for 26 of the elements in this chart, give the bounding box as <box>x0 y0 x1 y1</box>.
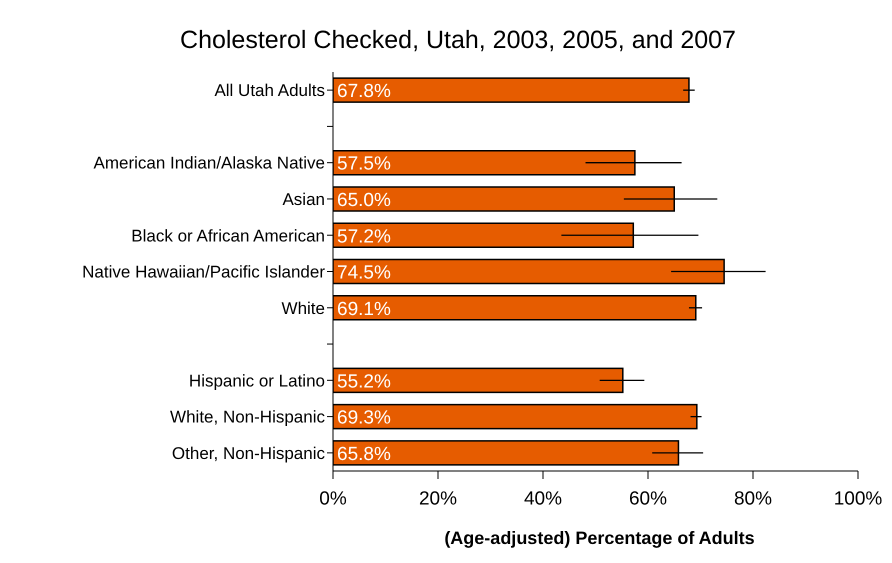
y-tick-label: Native Hawaiian/Pacific Islander <box>82 262 326 282</box>
data-label: 67.8% <box>337 81 391 102</box>
data-label: 69.3% <box>337 408 391 429</box>
data-label: 65.0% <box>337 190 391 211</box>
y-tick-label: White <box>282 298 325 318</box>
x-tick-label: 60% <box>628 488 668 510</box>
y-tick-label: Black or African American <box>131 226 325 246</box>
x-tick-label: 0% <box>319 488 347 510</box>
y-tick-label: Asian <box>282 190 325 209</box>
data-label: 65.8% <box>337 444 391 465</box>
y-tick-label: All Utah Adults <box>214 81 325 100</box>
y-tick-label: White, Non-Hispanic <box>170 408 326 427</box>
x-tick-label: 20% <box>418 488 458 510</box>
data-label: 57.2% <box>337 226 391 248</box>
chart-title: Cholesterol Checked, Utah, 2003, 2005, and 2007 <box>179 26 737 55</box>
x-tick-label: 40% <box>524 488 562 510</box>
data-label: 55.2% <box>337 371 391 392</box>
data-label: 57.5% <box>337 154 391 175</box>
x-tick-label: 80% <box>734 488 772 510</box>
x-tick-label: 100% <box>834 488 882 510</box>
x-axis-title: (Age-adjusted) Percentage of Adults <box>443 528 756 549</box>
y-tick-label: American Indian/Alaska Native <box>93 154 325 173</box>
y-tick-label: Other, Non-Hispanic <box>172 444 326 463</box>
data-label: 74.5% <box>337 262 391 284</box>
y-tick-label: Hispanic or Latino <box>188 371 325 390</box>
data-label: 69.1% <box>337 298 391 320</box>
